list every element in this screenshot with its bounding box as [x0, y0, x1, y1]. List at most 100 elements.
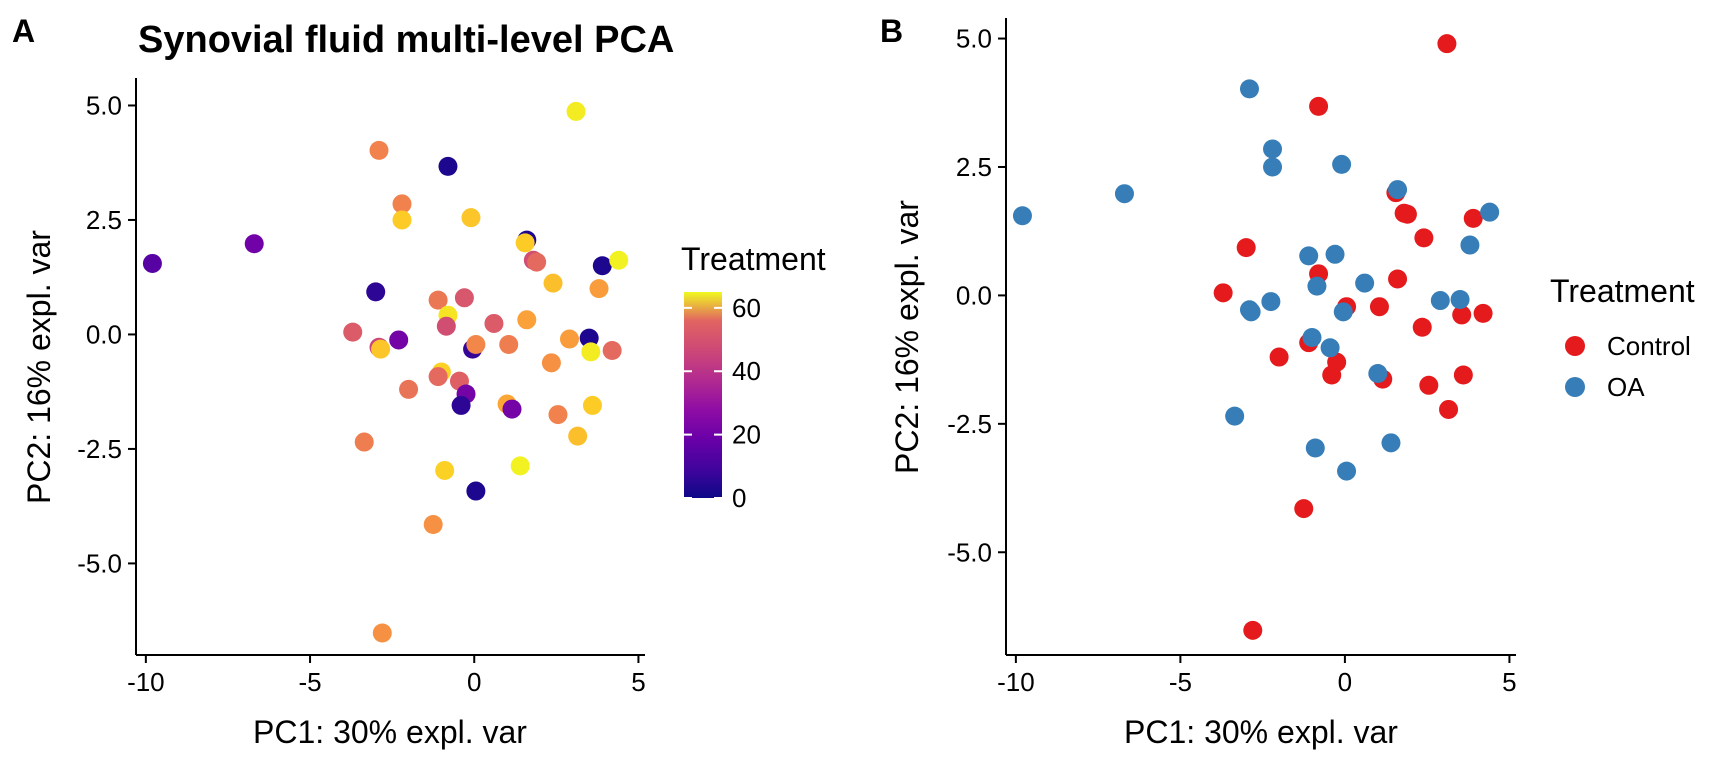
data-point-control	[1294, 499, 1314, 519]
legend-label-control: Control	[1607, 331, 1691, 361]
data-point-control	[1463, 208, 1483, 228]
data-point-control	[1243, 620, 1263, 640]
data-point	[392, 210, 412, 230]
data-point-oa	[1332, 154, 1352, 174]
x-tick-label: 5	[1502, 667, 1516, 697]
data-point	[435, 460, 455, 480]
y-tick-label: 0.0	[956, 280, 992, 310]
panel-b: B -10 -5 0 5 5.0 2.5 0.0 -2.5 -5.0 PC1: 30% exp…	[880, 13, 1695, 750]
data-point-oa	[1299, 246, 1319, 266]
x-axis-title-b: PC1: 30% expl. var	[1124, 714, 1398, 750]
colorbar-legend: Treatment 0 20 40 60	[681, 241, 826, 513]
data-point	[392, 194, 412, 214]
colorbar-title: Treatment	[681, 241, 826, 277]
x-tick-label: 5	[631, 667, 645, 697]
y-ticks-b: 5.0 2.5 0.0 -2.5 -5.0	[947, 24, 1006, 567]
data-point	[372, 623, 392, 643]
data-point-oa	[1239, 79, 1259, 99]
data-point	[354, 432, 374, 452]
data-point	[438, 156, 458, 176]
data-point	[527, 252, 547, 272]
data-point	[436, 316, 456, 336]
legend-title: Treatment	[1550, 273, 1695, 309]
data-point-oa	[1381, 433, 1401, 453]
panel-b-label: B	[880, 13, 903, 49]
data-point	[517, 310, 537, 330]
data-point-control	[1453, 365, 1473, 385]
data-point-oa	[1320, 338, 1340, 358]
colorbar-tick-label: 0	[732, 483, 746, 513]
data-point-oa	[1368, 363, 1388, 383]
colorbar-tick-label: 20	[732, 420, 761, 450]
data-point	[502, 399, 522, 419]
data-point-oa	[1263, 139, 1283, 159]
data-point	[428, 367, 448, 387]
data-point-control	[1452, 305, 1472, 325]
data-point	[423, 514, 443, 534]
colorbar-ticks: 0 20 40 60	[684, 293, 761, 513]
data-point-control	[1213, 283, 1233, 303]
x-tick-label: -5	[298, 667, 321, 697]
y-tick-label: -2.5	[77, 434, 122, 464]
data-point	[510, 456, 530, 476]
data-point-oa	[1355, 273, 1375, 293]
data-point	[499, 335, 519, 355]
x-tick-label: 0	[1338, 667, 1352, 697]
data-point-oa	[1225, 406, 1245, 426]
x-axis-title-a: PC1: 30% expl. var	[253, 714, 527, 750]
data-point-control	[1369, 297, 1389, 317]
data-point	[579, 328, 599, 348]
y-tick-label: -5.0	[947, 537, 992, 567]
data-point-oa	[1305, 438, 1325, 458]
data-point	[541, 353, 561, 373]
data-point	[399, 379, 419, 399]
data-point-oa	[1333, 302, 1353, 322]
data-point	[371, 339, 391, 359]
data-point-oa	[1388, 180, 1408, 200]
data-point-oa	[1450, 290, 1470, 310]
data-point-oa	[1480, 202, 1500, 222]
data-point	[461, 208, 481, 228]
data-point-control	[1473, 303, 1493, 323]
data-point	[602, 340, 622, 360]
data-point	[543, 273, 563, 293]
data-point	[466, 335, 486, 355]
data-point	[582, 395, 602, 415]
data-point	[548, 405, 568, 425]
x-tick-label: 0	[467, 667, 481, 697]
colorbar	[684, 292, 722, 498]
y-tick-label: 5.0	[956, 24, 992, 54]
data-point-oa	[1012, 206, 1032, 226]
data-point	[451, 395, 471, 415]
data-point	[343, 322, 363, 342]
data-point	[484, 313, 504, 333]
data-point-oa	[1241, 302, 1261, 322]
data-point-control	[1322, 365, 1342, 385]
y-tick-label: 5.0	[86, 90, 122, 120]
x-ticks-a: -10 -5 0 5	[127, 655, 646, 697]
x-tick-label: -10	[997, 667, 1035, 697]
legend-swatch-control	[1565, 336, 1585, 356]
data-point-control	[1236, 238, 1256, 258]
data-point-control	[1414, 228, 1434, 248]
data-point	[428, 290, 448, 310]
x-ticks-b: -10 -5 0 5	[997, 655, 1517, 697]
y-tick-label: 2.5	[86, 205, 122, 235]
legend-swatch-oa	[1565, 377, 1585, 397]
data-point	[589, 279, 609, 299]
data-point-control	[1309, 96, 1329, 116]
y-tick-label: -2.5	[947, 409, 992, 439]
data-point-control	[1388, 269, 1408, 289]
x-tick-label: -5	[1169, 667, 1192, 697]
data-point-oa	[1337, 461, 1357, 481]
data-point	[559, 329, 579, 349]
data-point	[515, 233, 535, 253]
y-axis-title-a: PC2: 16% expl. var	[21, 230, 57, 504]
data-point	[244, 234, 264, 254]
data-point	[454, 288, 474, 308]
data-point-oa	[1261, 292, 1281, 312]
data-point	[581, 342, 601, 362]
data-point	[566, 101, 586, 121]
